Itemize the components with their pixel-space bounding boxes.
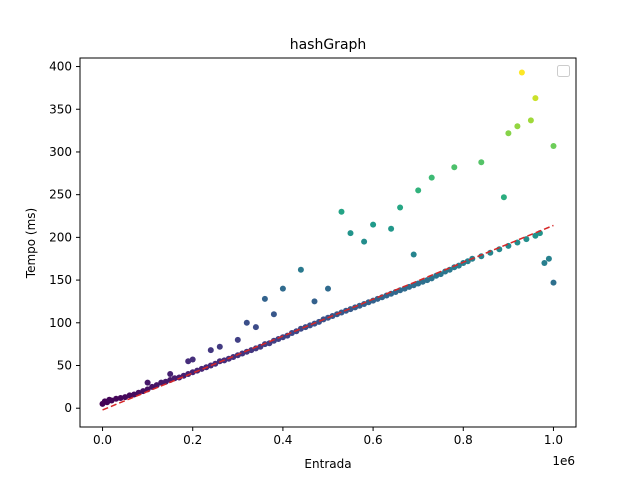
- data-point: [541, 260, 548, 266]
- y-tick-label: 250: [49, 188, 72, 202]
- data-point: [261, 295, 268, 302]
- trend-line: [102, 224, 554, 411]
- data-point: [243, 319, 250, 326]
- data-point: [550, 143, 557, 149]
- data-point: [279, 334, 286, 341]
- data-point: [113, 395, 120, 402]
- data-point: [158, 379, 165, 386]
- data-point: [514, 123, 521, 130]
- data-point: [532, 95, 539, 102]
- data-point: [388, 225, 395, 232]
- data-point: [500, 194, 507, 201]
- x-axis-offset-label: 1e6: [552, 454, 575, 468]
- data-point: [325, 285, 331, 292]
- data-point: [415, 280, 422, 287]
- data-point: [126, 392, 133, 399]
- data-point: [207, 347, 214, 354]
- data-point: [347, 230, 354, 237]
- y-tick-label: 300: [49, 145, 72, 159]
- data-point: [370, 221, 377, 228]
- data-point: [239, 350, 246, 357]
- data-point: [144, 379, 151, 386]
- y-tick-label: 0: [64, 401, 72, 415]
- x-tick-label: 1.0: [544, 433, 563, 447]
- data-point: [361, 238, 368, 245]
- data-point: [532, 232, 539, 239]
- data-point: [550, 279, 557, 286]
- data-point: [108, 397, 115, 404]
- x-tick-label: 0.4: [273, 433, 292, 447]
- data-point: [189, 356, 196, 363]
- data-point: [279, 285, 286, 292]
- chart-title: hashGraph: [290, 37, 367, 53]
- data-point: [505, 242, 512, 249]
- x-tick-label: 0.8: [454, 433, 473, 447]
- data-point: [478, 159, 485, 166]
- data-point: [428, 275, 435, 282]
- y-tick-label: 50: [57, 359, 72, 373]
- data-point: [230, 354, 237, 360]
- x-tick-label: 0.6: [364, 433, 383, 447]
- data-point: [252, 324, 259, 331]
- data-point: [397, 204, 404, 211]
- data-point: [347, 306, 354, 313]
- data-point: [234, 336, 241, 343]
- data-point: [311, 298, 318, 305]
- legend-box: [557, 65, 570, 77]
- y-axis-label: Tempo (ms): [24, 208, 38, 279]
- y-tick-label: 350: [49, 102, 72, 116]
- data-point: [153, 382, 160, 389]
- data-point: [270, 311, 277, 318]
- x-tick-label: 0.2: [183, 433, 202, 447]
- axes-frame: [79, 57, 577, 428]
- data-point: [167, 371, 174, 377]
- data-point: [410, 251, 417, 258]
- data-point: [338, 309, 345, 316]
- data-point: [505, 130, 512, 137]
- data-point: [297, 266, 304, 273]
- data-point: [171, 375, 178, 382]
- x-axis-label: Entrada: [304, 457, 351, 471]
- axes: 0.0 0.2 0.4 0.6 0.8 1.0 0 50 100 150 200 250 300 350 4…: [49, 57, 577, 447]
- data-point: [122, 394, 129, 401]
- data-point: [162, 378, 169, 385]
- data-point: [523, 236, 530, 243]
- data-point: [428, 174, 435, 181]
- data-point: [518, 69, 525, 76]
- data-point: [451, 164, 458, 171]
- data-point: [198, 365, 205, 372]
- data-point: [424, 277, 431, 284]
- data-point: [433, 272, 440, 279]
- data-point: [415, 187, 422, 194]
- x-tick-label: 0.0: [93, 433, 112, 447]
- data-point: [527, 117, 534, 124]
- data-point: [297, 325, 304, 332]
- data-point: [270, 337, 277, 344]
- plot-area: [99, 69, 557, 411]
- data-point: [383, 292, 390, 299]
- data-point: [185, 358, 192, 365]
- data-point: [131, 391, 138, 398]
- data-point: [442, 268, 449, 275]
- data-point: [216, 343, 223, 350]
- y-tick-label: 200: [49, 230, 72, 244]
- data-point: [288, 330, 295, 336]
- y-tick-label: 100: [49, 316, 72, 330]
- data-point: [545, 255, 552, 262]
- data-point: [338, 208, 345, 215]
- y-tick-label: 400: [49, 60, 72, 74]
- data-point: [117, 395, 124, 401]
- y-tick-label: 150: [49, 273, 72, 287]
